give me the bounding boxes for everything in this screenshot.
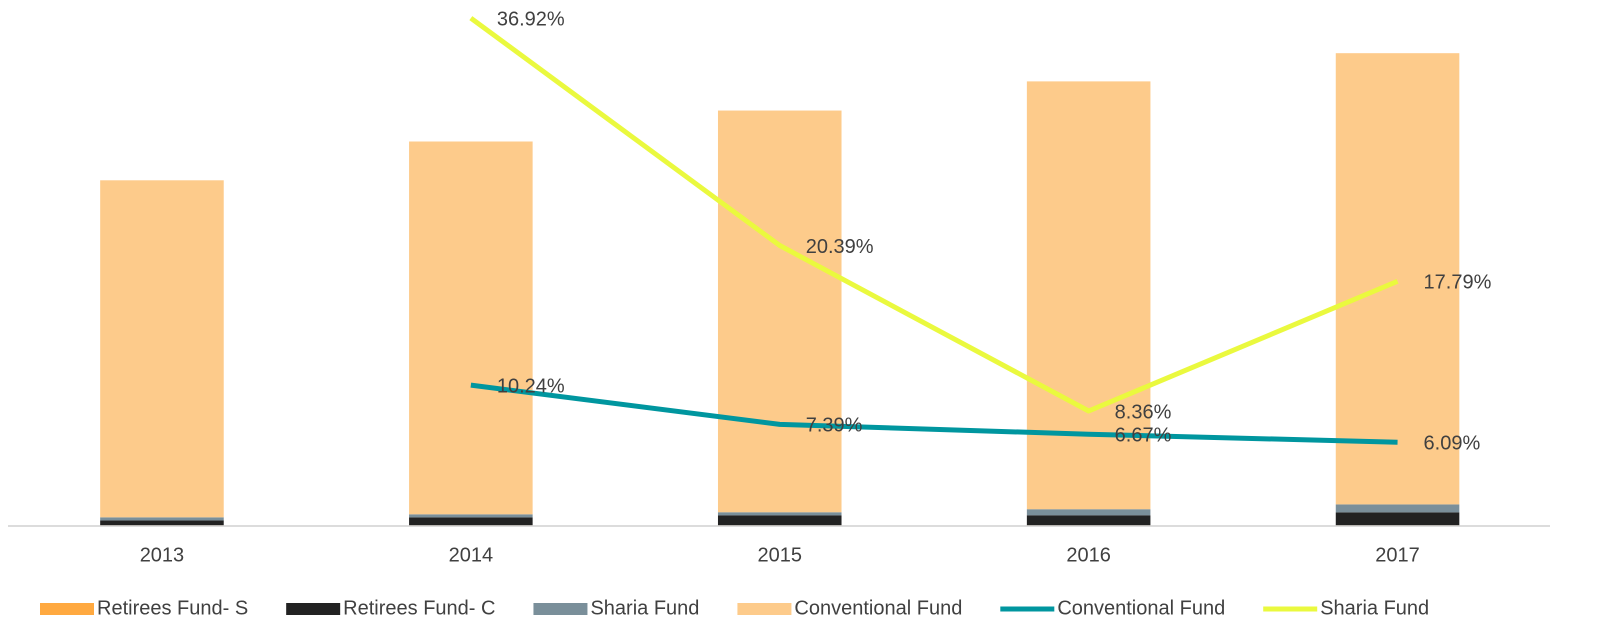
- line: [469, 16, 1399, 414]
- legend-label: Sharia Fund: [590, 597, 699, 619]
- x-tick-label: 2015: [758, 544, 803, 566]
- legend-swatch: [533, 603, 588, 615]
- bar: [717, 110, 842, 513]
- legend-swatch: [40, 603, 94, 615]
- x-tick-label: 2017: [1375, 544, 1420, 566]
- bar: [1026, 509, 1151, 516]
- bar: [100, 180, 224, 518]
- line: [470, 382, 1398, 445]
- data-label: 6.67%: [1115, 425, 1172, 447]
- bar: [1026, 81, 1151, 510]
- bar: [1335, 504, 1460, 513]
- data-label: 17.79%: [1424, 272, 1492, 294]
- legend-label: Sharia Fund: [1320, 597, 1429, 619]
- bar: [1335, 512, 1460, 526]
- bar: [1335, 53, 1460, 505]
- legend-label: Retirees Fund- C: [343, 597, 495, 619]
- data-label: 7.39%: [806, 415, 863, 437]
- bar: [409, 141, 533, 515]
- data-label: 6.09%: [1424, 433, 1481, 455]
- x-tick-label: 2016: [1066, 544, 1111, 566]
- legend-label: Conventional Fund: [1057, 597, 1225, 619]
- x-tick-label: 2014: [449, 544, 494, 566]
- bar: [100, 520, 224, 526]
- bar: [1026, 515, 1151, 526]
- legend-label: Conventional Fund: [794, 597, 962, 619]
- data-label: 10.24%: [497, 375, 565, 397]
- data-label: 36.92%: [497, 8, 565, 30]
- bar: [100, 517, 224, 521]
- bar: [409, 514, 533, 518]
- bar: [717, 515, 842, 526]
- data-label: 8.36%: [1115, 401, 1172, 423]
- legend-swatch: [286, 603, 341, 615]
- data-label: 20.39%: [806, 236, 874, 258]
- bar: [409, 517, 533, 526]
- bar: [717, 512, 842, 516]
- legend-swatch: [737, 603, 792, 615]
- legend-label: Retirees Fund- S: [97, 597, 248, 619]
- x-tick-label: 2013: [140, 544, 185, 566]
